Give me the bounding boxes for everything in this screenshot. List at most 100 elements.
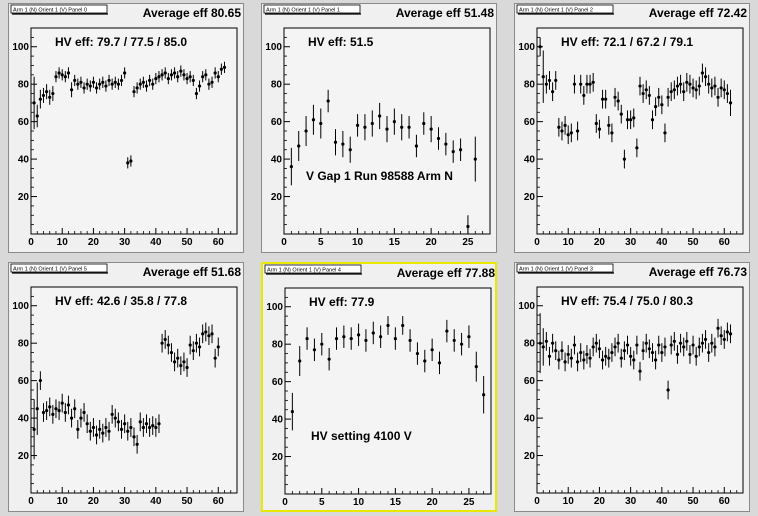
data-point [575, 352, 580, 372]
data-point [197, 80, 202, 92]
data-point [544, 74, 548, 94]
marker [719, 334, 723, 338]
marker [451, 150, 455, 154]
plot-panel-5[interactable]: Arm 1 (N) Orient 1 (V) Panel 3 Average ef… [514, 262, 750, 512]
data-point [551, 82, 555, 102]
marker [678, 82, 683, 86]
x-tick-label: 60 [213, 496, 225, 507]
marker [663, 131, 667, 135]
data-point [716, 318, 720, 338]
data-point [459, 332, 464, 356]
marker [588, 356, 592, 360]
marker [60, 401, 64, 405]
marker [364, 338, 368, 343]
marker [69, 88, 74, 92]
data-point [169, 69, 174, 81]
marker [541, 345, 545, 349]
data-point [69, 82, 74, 98]
data-point [415, 342, 420, 365]
y-tick-label: 100 [266, 302, 283, 313]
data-point [60, 69, 64, 81]
marker [166, 343, 170, 347]
data-point [320, 332, 324, 356]
data-point [385, 116, 389, 143]
hv-eff-label: HV eff: 42.6 / 35.8 / 77.8 [55, 294, 187, 308]
marker [585, 82, 589, 86]
plot-panel-3[interactable]: Arm 1 (N) Orient 1 (V) Panel 5 Average ef… [8, 262, 244, 512]
marker [132, 435, 136, 439]
marker [356, 333, 361, 337]
marker [544, 339, 548, 343]
marker [213, 71, 217, 75]
data-point [560, 341, 564, 361]
data-point [123, 414, 127, 434]
data-point [678, 333, 683, 353]
marker [32, 427, 36, 431]
data-point [141, 418, 145, 437]
marker [38, 379, 42, 383]
marker [201, 332, 205, 336]
marker [436, 136, 441, 141]
marker [566, 133, 570, 137]
y-tick-label: 80 [18, 339, 30, 350]
marker [110, 412, 114, 416]
data-point [588, 348, 592, 368]
data-point [348, 136, 352, 163]
hv-eff-label: HV eff: 79.7 / 77.5 / 85.0 [55, 35, 187, 49]
data-point [613, 337, 617, 357]
marker [185, 365, 189, 370]
marker [579, 350, 583, 355]
data-point [191, 341, 195, 361]
x-tick-label: 20 [427, 497, 439, 508]
data-point [685, 331, 689, 351]
data-point [554, 71, 558, 90]
data-point [154, 72, 158, 85]
average-eff-label: Average eff 51.48 [396, 6, 495, 20]
marker [591, 345, 595, 349]
data-point [57, 67, 61, 79]
plot-panel-1[interactable]: Arm 1 (N) Orient 1 (V) Panel 1 Average ef… [261, 3, 497, 253]
data-point [694, 80, 698, 100]
marker [707, 350, 711, 355]
data-point [98, 419, 102, 439]
marker [172, 360, 177, 364]
data-point [138, 412, 142, 432]
data-point [119, 74, 124, 87]
marker [126, 161, 130, 165]
marker [569, 131, 573, 135]
data-point [66, 67, 71, 79]
data-point [188, 71, 192, 83]
y-tick-label: 20 [271, 192, 283, 203]
marker [305, 336, 309, 341]
marker [597, 347, 602, 351]
x-tick-label: 25 [463, 497, 475, 508]
marker [85, 422, 89, 426]
data-point [666, 380, 670, 400]
data-point [126, 421, 130, 441]
plot-panel-0[interactable]: Arm 1 (N) Orient 1 (V) Panel 0 Average ef… [8, 3, 244, 253]
data-point [669, 82, 673, 102]
data-point [110, 78, 114, 90]
y-tick-label: 100 [518, 301, 535, 312]
marker [663, 345, 667, 349]
plot-frame [536, 286, 744, 494]
plot-panel-4[interactable]: Arm 1 (N) Orient 1 (V) Panel 4 Average ef… [261, 262, 497, 512]
data-point [551, 333, 555, 353]
average-eff-label: Average eff 77.88 [397, 266, 496, 280]
marker [641, 349, 645, 353]
data-point [697, 337, 701, 357]
data-point [407, 116, 411, 139]
data-point [544, 331, 548, 351]
marker [169, 350, 174, 355]
data-point [719, 326, 723, 346]
marker [700, 71, 705, 75]
plot-panel-2[interactable]: Arm 1 (N) Orient 1 (V) Panel 2 Average ef… [514, 3, 750, 253]
data-point [166, 335, 170, 355]
marker [547, 78, 552, 83]
marker [116, 82, 120, 86]
data-point [675, 345, 680, 364]
marker [207, 82, 211, 86]
marker [672, 339, 676, 343]
data-point [654, 350, 658, 370]
marker [197, 84, 202, 88]
